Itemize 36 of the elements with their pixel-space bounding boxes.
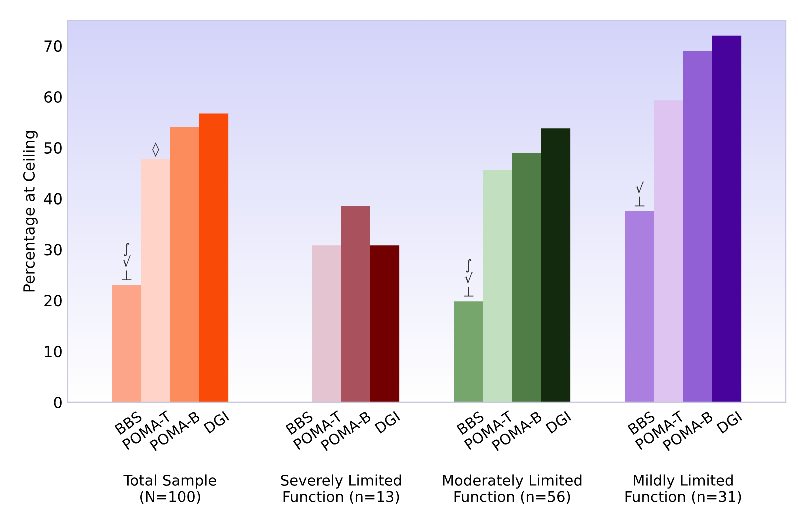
bar <box>542 128 571 402</box>
y-tick-label: 50 <box>44 142 62 154</box>
annotation: ∫ √ ⊥ <box>464 259 474 297</box>
y-tick-label: 0 <box>54 396 62 408</box>
x-tick-label: Mildly Limited Function (n=31) <box>626 474 742 504</box>
y-tick-label: 20 <box>44 295 62 307</box>
text: DGI <box>716 411 742 434</box>
bar <box>654 100 684 402</box>
x-tick-label: Moderately Limited Function (n=56) <box>443 474 582 504</box>
y-tick-label: 60 <box>44 91 62 104</box>
bar <box>454 302 484 402</box>
text: DGI <box>374 411 400 434</box>
text: DGI <box>204 411 230 434</box>
bar <box>170 128 200 402</box>
bar <box>512 153 542 402</box>
bar <box>141 159 170 402</box>
bar <box>483 170 512 402</box>
y-tick-label: 30 <box>44 244 62 256</box>
bar <box>200 114 229 402</box>
x-tick-label: Total Sample (N=100) <box>124 474 216 504</box>
bar <box>712 36 742 402</box>
annotation: √ ⊥ <box>634 182 645 207</box>
annotation: ∫ √ ⊥ <box>122 243 132 280</box>
bar <box>370 246 400 402</box>
x-tick-label: Severely Limited Function (n=13) <box>281 474 402 504</box>
annotation: ◊ <box>152 142 160 158</box>
bar <box>683 51 712 402</box>
y-axis-title: Percentage at Ceiling <box>23 131 38 292</box>
y-tick-label: 40 <box>44 193 62 205</box>
y-tick-label: 70 <box>44 40 62 52</box>
bar <box>341 206 370 402</box>
bar <box>112 285 142 402</box>
y-tick-label: 10 <box>45 346 62 358</box>
bar <box>312 246 342 402</box>
bar <box>625 212 654 402</box>
text: DGI <box>546 411 572 434</box>
